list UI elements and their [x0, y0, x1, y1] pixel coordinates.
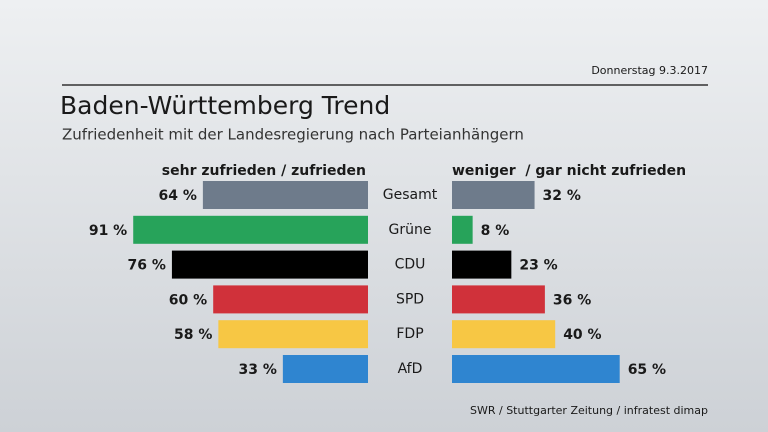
chart-title: Baden-Württemberg Trend: [60, 91, 390, 120]
value-label: 36 %: [553, 292, 591, 308]
chart-subtitle: Zufriedenheit mit der Landesregierung na…: [62, 126, 524, 144]
bar: [452, 355, 620, 383]
legend-left: sehr zufrieden / zufrieden: [162, 163, 366, 179]
value-label: 23 %: [519, 258, 557, 274]
date: Donnerstag 9.3.2017: [591, 64, 708, 77]
bar: [171, 250, 368, 279]
value-label: 32 %: [543, 188, 581, 204]
bar: [218, 320, 368, 349]
value-label: 8 %: [481, 223, 510, 239]
value-label: 40 %: [563, 327, 601, 343]
bar: [452, 250, 512, 279]
value-label: 76 %: [128, 258, 166, 274]
value-label: 58 %: [174, 327, 212, 343]
bar: [452, 215, 473, 244]
value-label: 65 %: [628, 362, 666, 378]
bar: [452, 320, 556, 349]
value-label: 33 %: [238, 362, 276, 378]
bar: [452, 285, 545, 314]
category-label: Grüne: [389, 222, 432, 238]
bar: [133, 215, 368, 244]
legend-right: weniger / gar nicht zufrieden: [452, 163, 686, 179]
category-label: AfD: [398, 361, 423, 377]
category-label: FDP: [396, 326, 423, 342]
category-label: CDU: [395, 257, 426, 273]
value-label: 91 %: [89, 223, 127, 239]
source: SWR / Stuttgarter Zeitung / infratest di…: [470, 404, 708, 417]
category-label: Gesamt: [383, 187, 438, 203]
category-label: SPD: [396, 291, 424, 307]
bar: [452, 181, 535, 209]
bar: [213, 285, 368, 314]
value-label: 64 %: [158, 188, 196, 204]
bar: [202, 181, 368, 209]
bar: [282, 355, 368, 383]
value-label: 60 %: [169, 292, 207, 308]
